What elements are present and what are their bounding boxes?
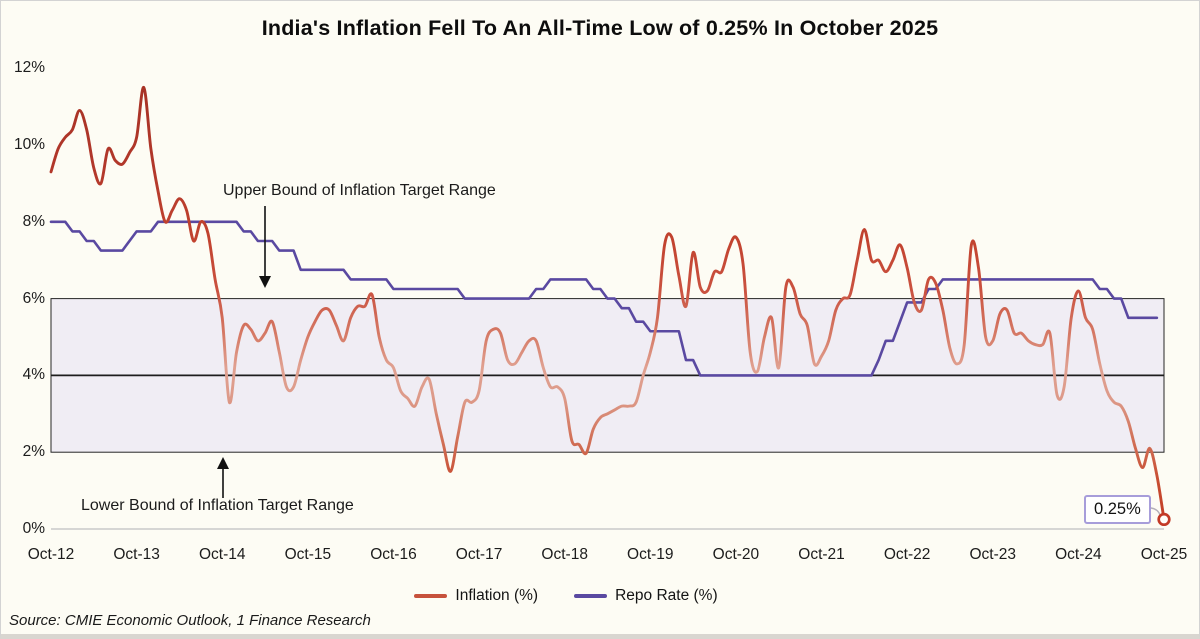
y-tick-label: 8% [22, 212, 45, 230]
x-tick-label: Oct-12 [27, 546, 75, 563]
inflation-line [49, 85, 1166, 521]
source-note: Source: CMIE Economic Outlook, 1 Finance… [9, 612, 371, 629]
legend-line-swatch [574, 594, 608, 598]
y-tick-label: 10% [13, 136, 45, 153]
y-tick-label: 12% [13, 59, 45, 77]
x-tick-label: Oct-15 [284, 546, 332, 563]
y-tick-label: 0% [22, 520, 45, 537]
legend-item: Repo Rate (%) [574, 587, 718, 605]
x-tick-label: Oct-25 [1140, 546, 1188, 563]
callout-leader-line [1142, 507, 1161, 516]
x-tick-label: Oct-16 [370, 546, 417, 563]
final-point-marker [1157, 512, 1171, 527]
lower-bound-annotation: Lower Bound of Inflation Target Range [81, 497, 354, 514]
legend-item: Inflation (%) [414, 587, 538, 605]
x-tick-label: Oct-13 [113, 546, 160, 563]
upper-bound-annotation: Upper Bound of Inflation Target Range [223, 182, 496, 199]
legend-label: Repo Rate (%) [615, 587, 718, 604]
x-tick-label: Oct-14 [198, 546, 246, 563]
x-tick-label: Oct-22 [883, 546, 931, 563]
x-tick-label: Oct-19 [627, 546, 674, 563]
final-value-callout: 0.25% [1084, 495, 1151, 524]
x-tick-label: Oct-20 [712, 546, 760, 563]
upper-bound-arrow [259, 206, 271, 288]
x-tick-label: Oct-23 [969, 546, 1017, 563]
chart-title: India's Inflation Fell To An All-Time Lo… [261, 16, 939, 40]
x-tick-label: Oct-18 [541, 546, 588, 563]
x-tick-label: Oct-21 [798, 546, 845, 563]
y-tick-label: 6% [22, 289, 45, 307]
y-tick-label: 2% [22, 443, 45, 461]
legend-label: Inflation (%) [455, 587, 539, 604]
x-tick-label: Oct-24 [1055, 546, 1102, 563]
legend: Inflation (%) Repo Rate (%) [1, 587, 1165, 605]
repo-rate-line [49, 220, 1159, 377]
lower-bound-arrow [217, 457, 229, 498]
legend-line-swatch [414, 594, 448, 598]
y-tick-label: 4% [22, 366, 45, 384]
x-tick-label: Oct-17 [455, 546, 503, 563]
